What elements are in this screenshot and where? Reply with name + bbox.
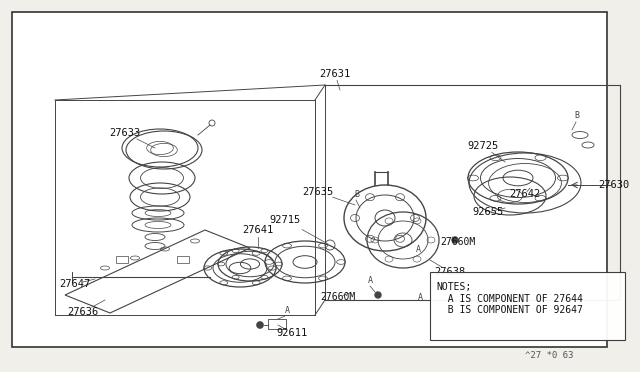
Text: B: B [574, 111, 579, 120]
Text: 27660M: 27660M [321, 292, 356, 302]
Text: 27636: 27636 [67, 307, 99, 317]
Text: A: A [418, 293, 423, 302]
Text: 27641: 27641 [243, 225, 274, 235]
Text: 27635: 27635 [302, 187, 333, 197]
Bar [430, 272, 625, 340]
Text: A: A [285, 306, 290, 315]
Text: 27647: 27647 [60, 279, 91, 289]
Text: 92725: 92725 [467, 141, 499, 151]
Text: A: A [416, 245, 421, 254]
Circle shape [452, 237, 458, 243]
Circle shape [375, 292, 381, 298]
Text: 27633: 27633 [109, 128, 141, 138]
Bar [177, 256, 189, 263]
Text: 92611: 92611 [276, 328, 308, 338]
Text: 27660M: 27660M [440, 237, 476, 247]
Circle shape [257, 321, 264, 328]
Text: NOTES;
  A IS COMPONENT OF 27644
  B IS COMPONENT OF 92647: NOTES; A IS COMPONENT OF 27644 B IS COMP… [436, 282, 583, 315]
Text: 92715: 92715 [269, 215, 301, 225]
Text: 27630: 27630 [598, 180, 630, 190]
Text: 92655: 92655 [472, 207, 504, 217]
Text: 27631: 27631 [319, 69, 351, 79]
Text: ^27 *0 63: ^27 *0 63 [525, 351, 573, 360]
Text: A: A [368, 276, 373, 285]
Text: B: B [354, 190, 359, 199]
Text: 27642: 27642 [509, 189, 541, 199]
Text: 27638: 27638 [435, 267, 466, 277]
Bar [116, 256, 128, 263]
Bar [268, 319, 286, 329]
